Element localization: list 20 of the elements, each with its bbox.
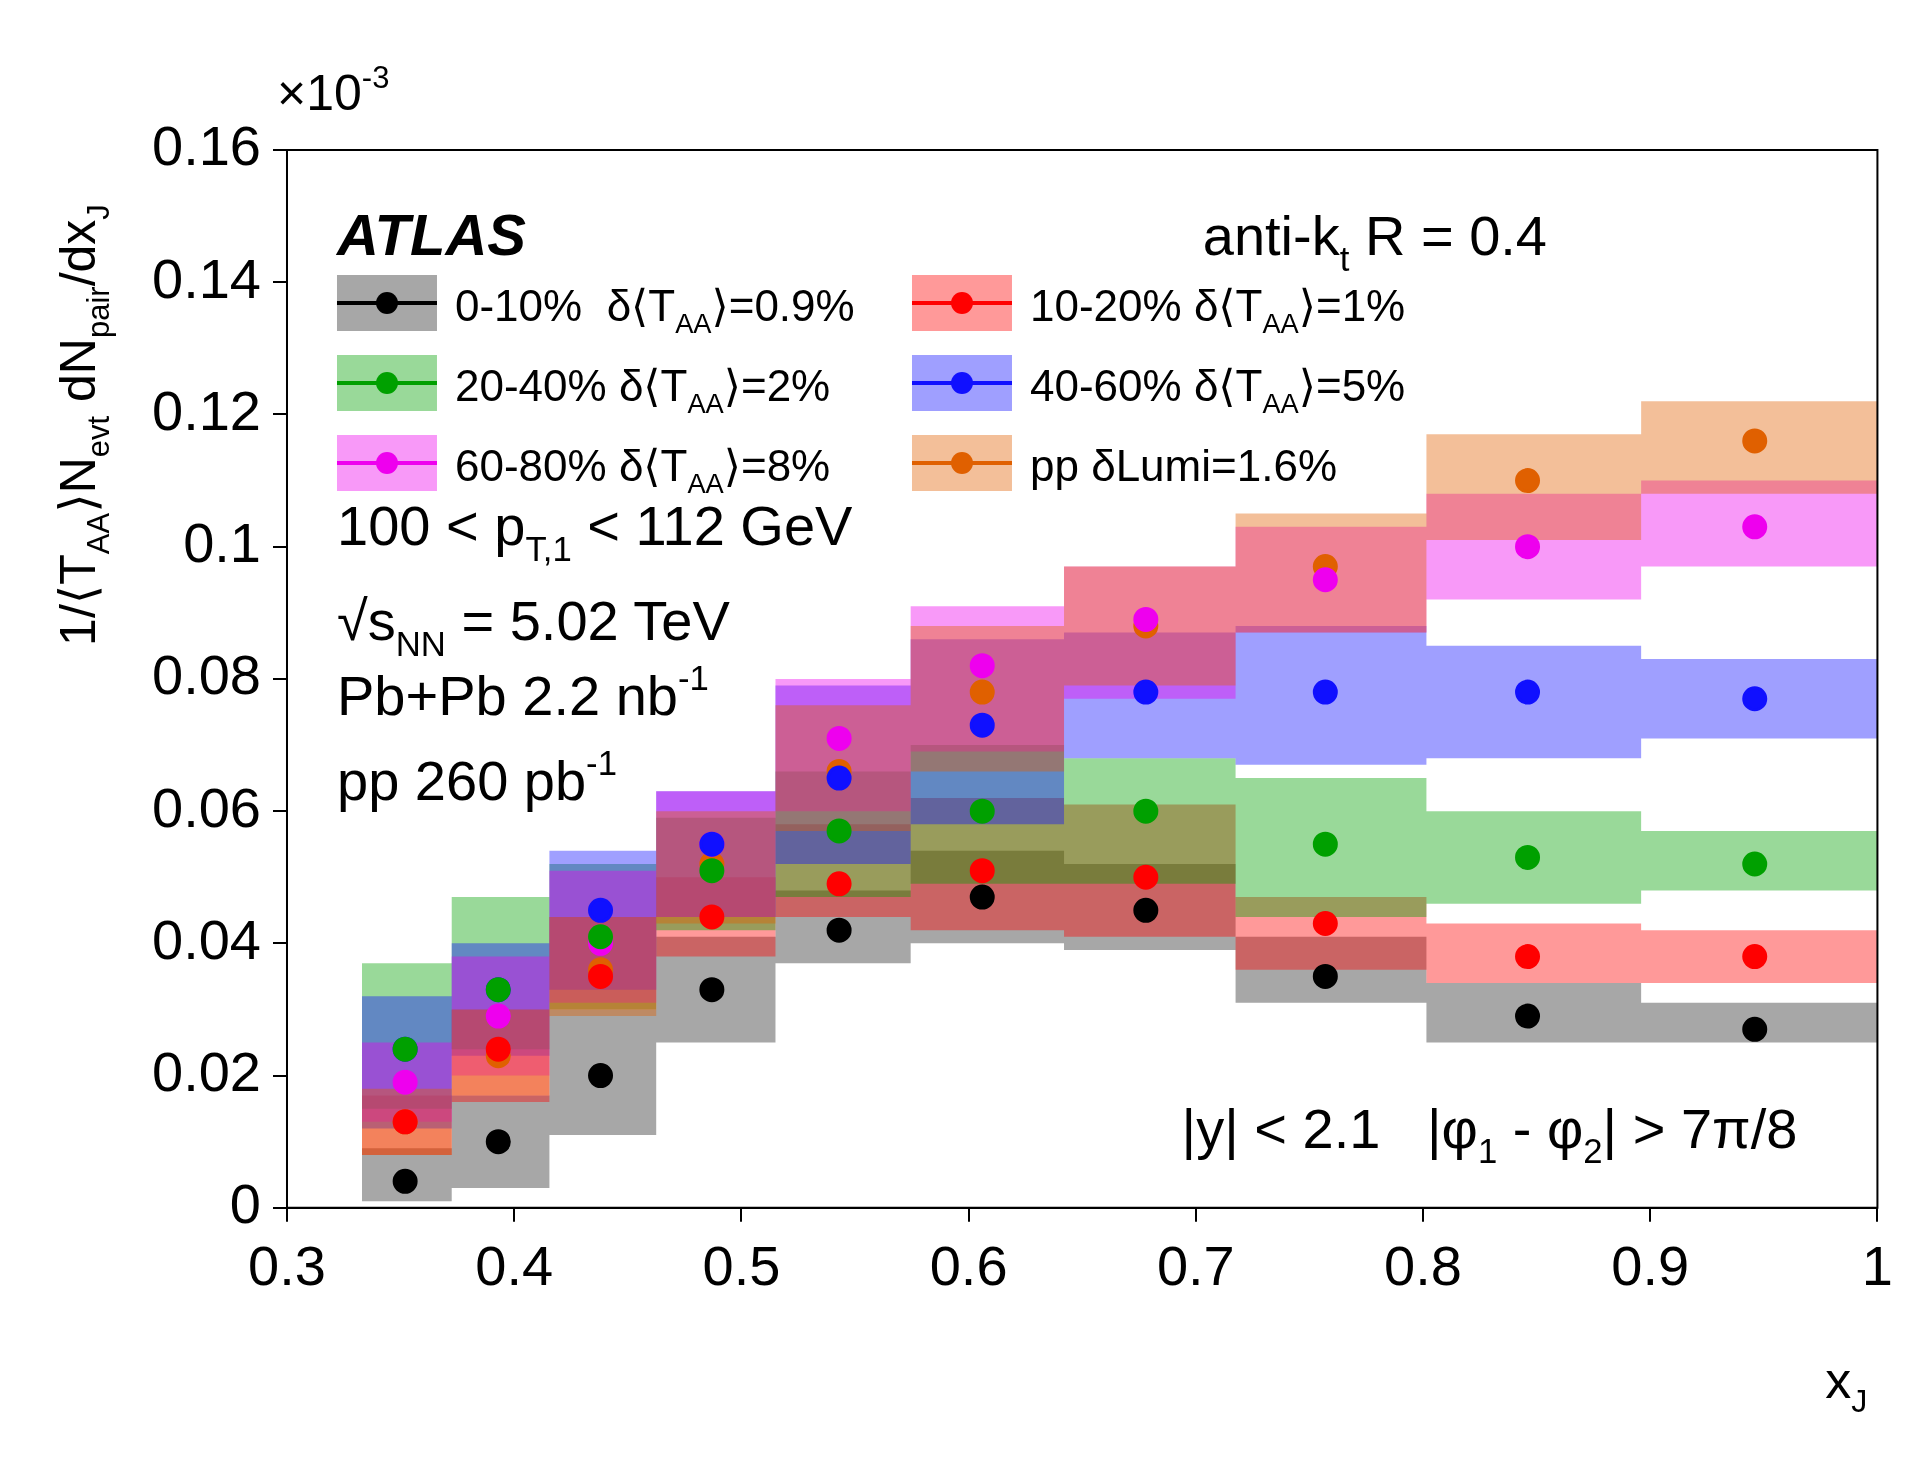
y-axis-title: 1/⟨TAA⟩Nevt dNpair/dxJ (50, 204, 116, 646)
x-tick-label: 0.5 (702, 1233, 781, 1297)
x-tick-label: 0.6 (929, 1233, 1008, 1297)
x-tick-label: 0.9 (1611, 1233, 1690, 1297)
y-tick-label: 0 (229, 1172, 261, 1236)
y-tick-label: 0.16 (151, 114, 261, 178)
x-tick-label: 0.7 (1156, 1233, 1235, 1297)
x-tick-label: 0.3 (248, 1233, 326, 1297)
y-tick-label: 0.12 (151, 378, 261, 442)
y-tick-label: 0.02 (151, 1040, 261, 1104)
x-tick-label: 0.4 (475, 1233, 554, 1297)
x-tick-label: 1 (1861, 1233, 1894, 1297)
y-tick-label: 0.06 (151, 775, 261, 839)
x-tick-label: 0.8 (1384, 1233, 1462, 1297)
annotation: ATLAS (334, 202, 527, 267)
y-tick-label: 0.08 (151, 643, 261, 707)
y-tick-label: 0.14 (151, 246, 261, 310)
y-tick-label: 0.1 (183, 511, 261, 575)
y-tick-label: 0.04 (151, 907, 261, 971)
legend-label: pp δLumi=1.6% (1029, 441, 1338, 490)
